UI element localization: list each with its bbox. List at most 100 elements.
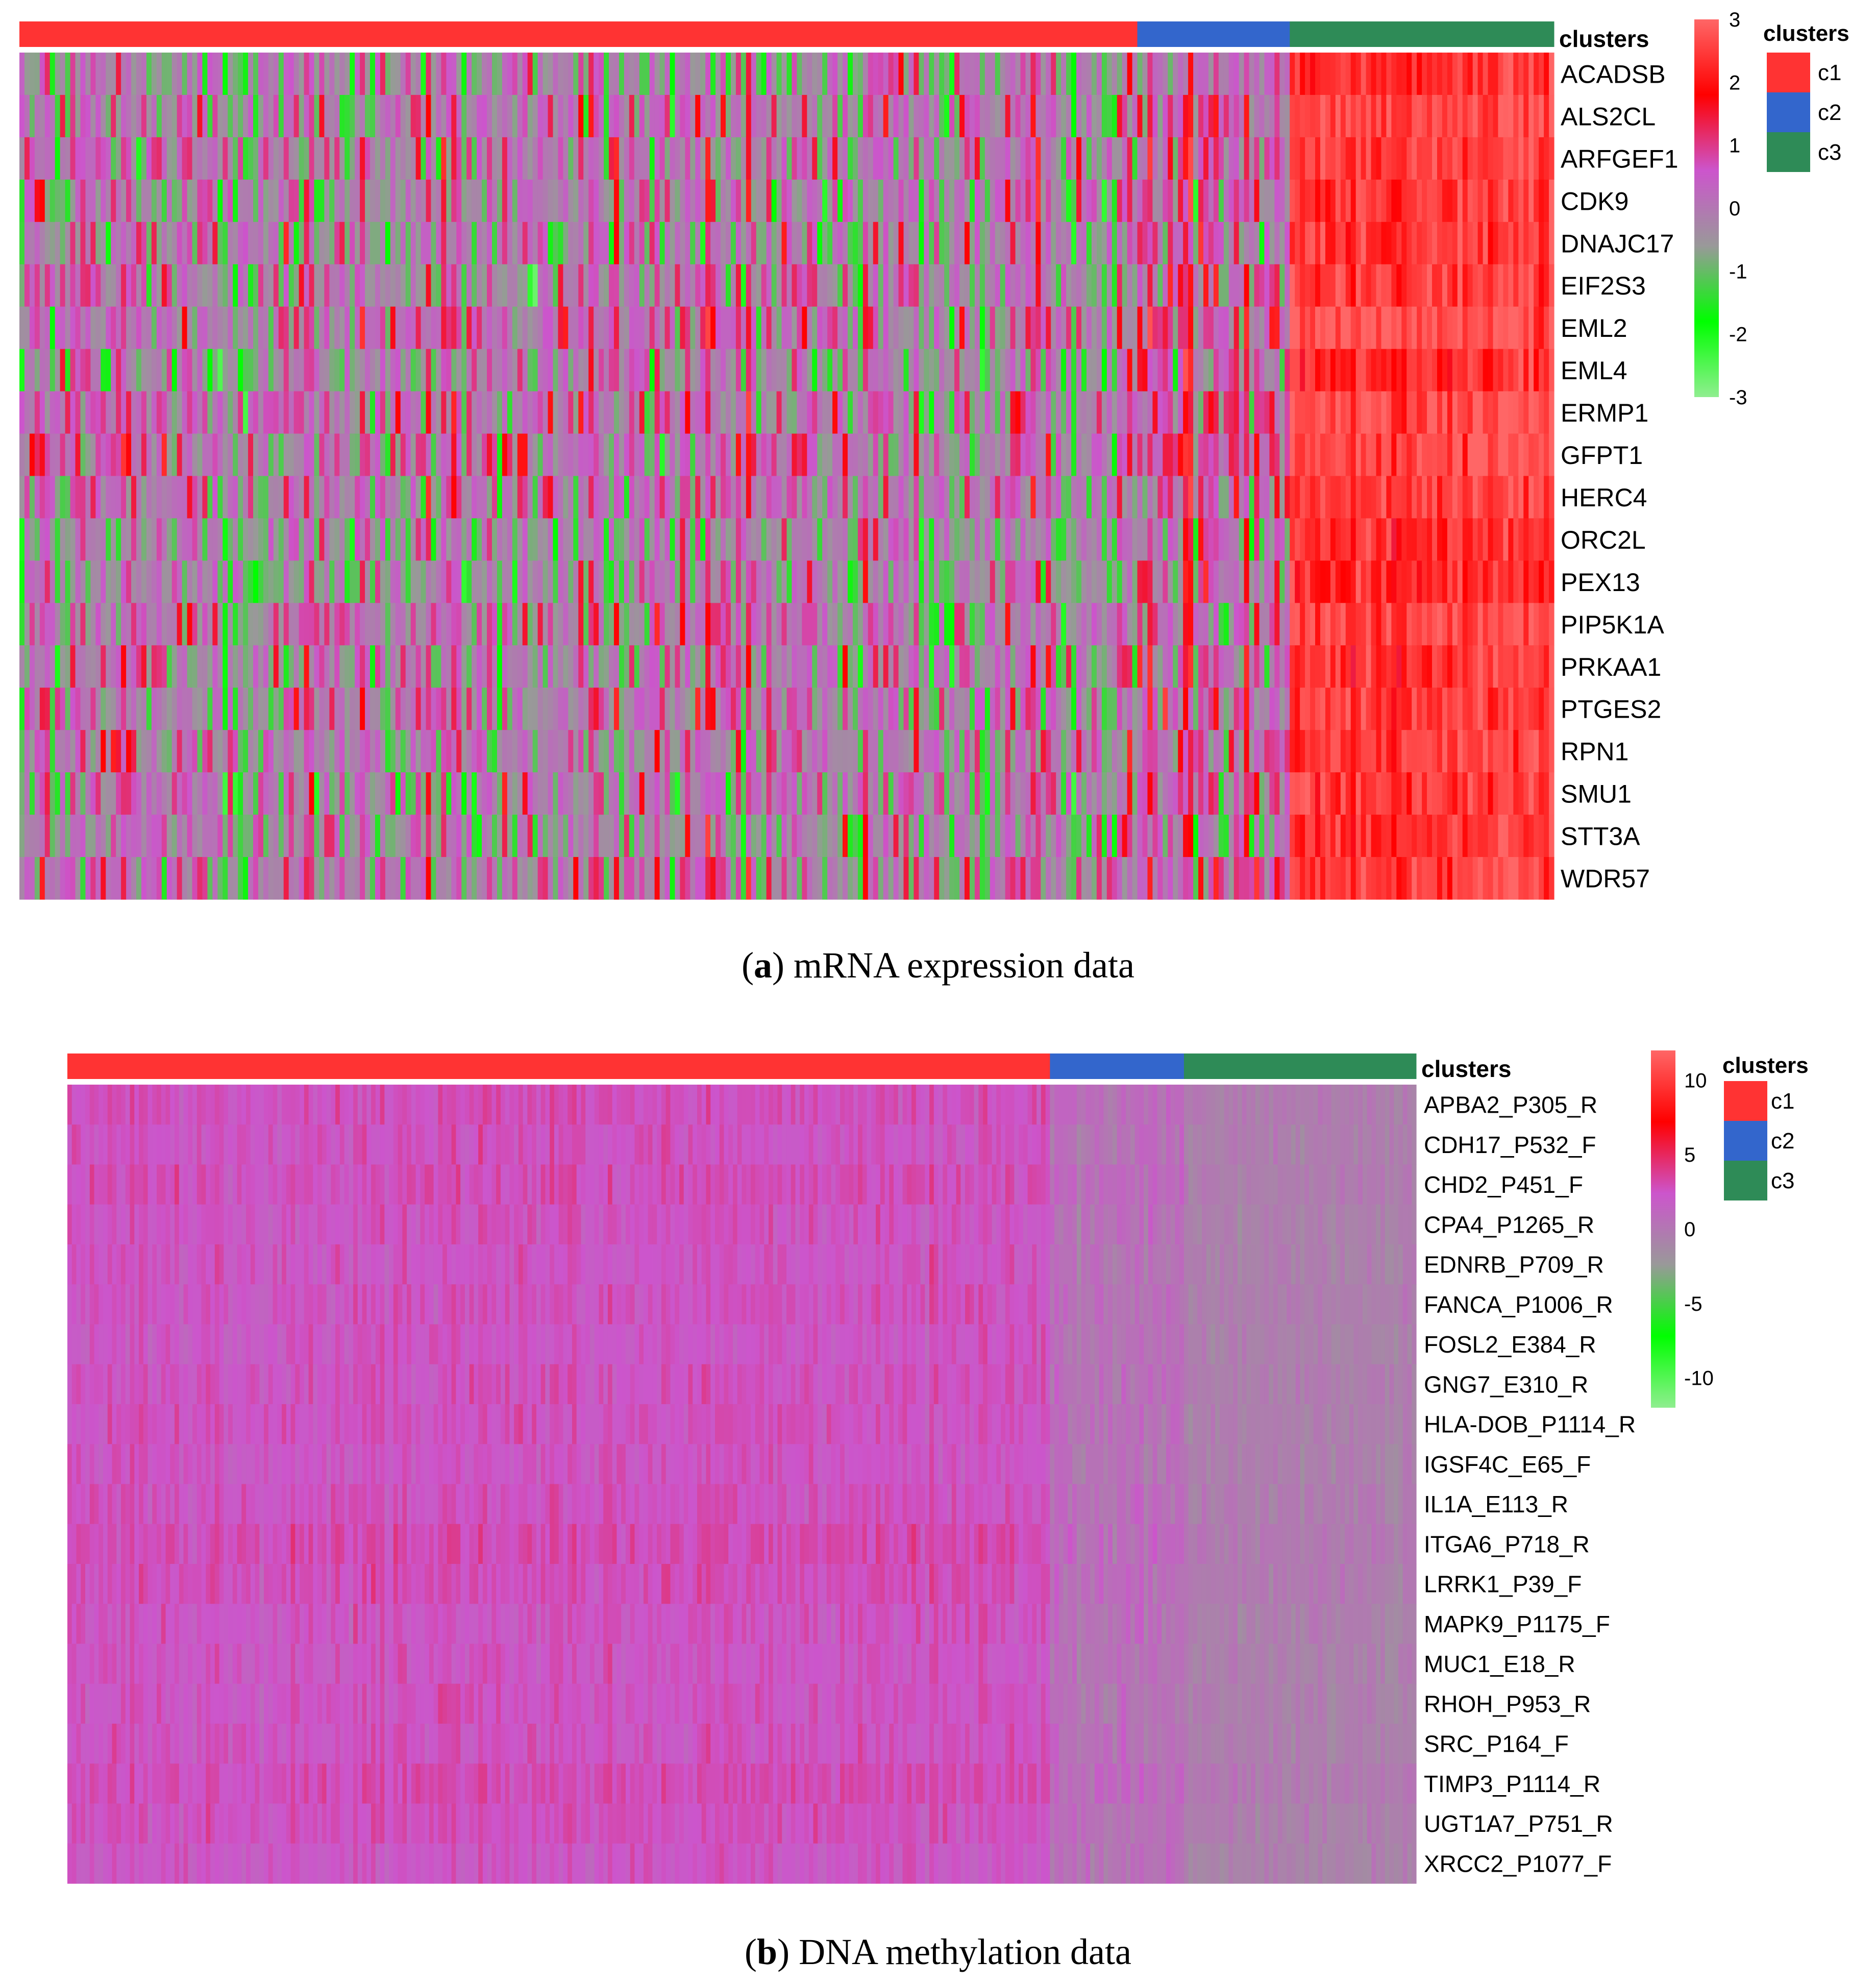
heatmap-cell [685,306,690,350]
heatmap-cell [619,391,625,434]
heatmap-cell [1442,306,1448,350]
heatmap-cell [624,349,630,392]
heatmap-cell [380,222,386,265]
heatmap-cell [410,349,416,392]
heatmap-cell [166,688,172,730]
heatmap-cell [1061,433,1067,477]
heatmap-cell [101,560,106,603]
heatmap-cell [299,688,305,730]
heatmap-cell [197,264,203,307]
heatmap-cell [954,349,960,392]
heatmap-cell [1386,476,1392,519]
heatmap-cell [954,688,960,730]
heatmap-cell [101,476,106,519]
heatmap-cell [502,94,508,138]
heatmap-cell [726,137,731,180]
heatmap-cell [426,645,432,688]
heatmap-cell [969,306,975,350]
heatmap-cell [477,391,482,434]
heatmap-cell [1396,518,1402,561]
heatmap-cell [740,222,747,265]
heatmap-cell [512,94,518,138]
heatmap-cell [781,53,787,95]
heatmap-cell [929,560,934,603]
heatmap-cell [151,306,157,350]
heatmap-cell [578,94,584,138]
heatmap-cell [405,306,411,350]
heatmap-cell [400,560,406,603]
heatmap-cell [934,222,940,265]
heatmap-cell [75,518,81,561]
heatmap-cell [1020,560,1026,603]
heatmap-cell [522,645,528,688]
heatmap-cell [238,306,243,350]
heatmap-cell [1315,349,1321,392]
heatmap-cell [299,391,305,434]
heatmap-cell [563,603,569,646]
heatmap-cell [1152,433,1158,477]
heatmap-cell [182,560,188,603]
heatmap-cell [969,94,975,138]
heatmap-cell [914,560,919,603]
heatmap-cell [924,518,929,561]
heatmap-cell [385,433,391,477]
heatmap-cell [690,476,696,519]
heatmap-cell [101,349,106,392]
heatmap-cell [1071,433,1077,477]
heatmap-cell [527,688,533,730]
heatmap-cell [675,730,681,773]
heatmap-cell [588,476,594,519]
heatmap-cell [827,306,833,350]
heatmap-cell [990,179,996,223]
heatmap-cell [1305,264,1311,307]
heatmap-cell [705,688,711,730]
heatmap-cell [710,433,716,477]
heatmap-cell [1442,688,1448,730]
heatmap-cell [1381,391,1387,434]
heatmap-cell [1137,179,1143,223]
heatmap-cell [670,518,676,561]
heatmap-cell [243,645,249,688]
heatmap-cell [70,349,76,392]
heatmap-cell [1223,179,1229,223]
heatmap-cell [497,349,503,392]
heatmap-cell [843,53,848,95]
heatmap-cell [217,645,223,688]
heatmap-cell [964,137,970,180]
heatmap-cell [903,179,909,223]
heatmap-cell [1350,264,1356,307]
heatmap-cell [746,179,752,223]
heatmap-cell [1503,391,1509,434]
heatmap-cell [1010,645,1016,688]
heatmap-cell [441,306,447,350]
heatmap-cell [512,179,518,223]
heatmap-cell [1477,222,1484,265]
heatmap-cell [680,94,685,138]
heatmap-cell [1528,179,1534,223]
heatmap-cell [517,94,523,138]
heatmap-cell [1168,433,1173,477]
heatmap-cell [944,688,950,730]
heatmap-cell [507,94,513,138]
heatmap-cell [797,349,802,392]
heatmap-cell [588,94,594,138]
heatmap-cell [1239,518,1245,561]
heatmap-cell [1412,433,1417,477]
heatmap-cell [1025,306,1031,350]
heatmap-cell [1518,137,1524,180]
heatmap-cell [532,137,538,180]
heatmap-cell [293,645,300,688]
heatmap-cell [1539,433,1544,477]
heatmap-cell [1249,391,1255,434]
heatmap-cell [299,476,305,519]
heatmap-cell [939,94,945,138]
heatmap-cell [1503,222,1509,265]
heatmap-cell [797,560,802,603]
heatmap-cell [1122,137,1128,180]
heatmap-cell [898,391,904,434]
heatmap-cell [974,560,980,603]
heatmap-cell [1340,518,1346,561]
heatmap-cell [85,688,91,730]
heatmap-cell [1173,53,1178,95]
heatmap-cell [171,730,178,773]
